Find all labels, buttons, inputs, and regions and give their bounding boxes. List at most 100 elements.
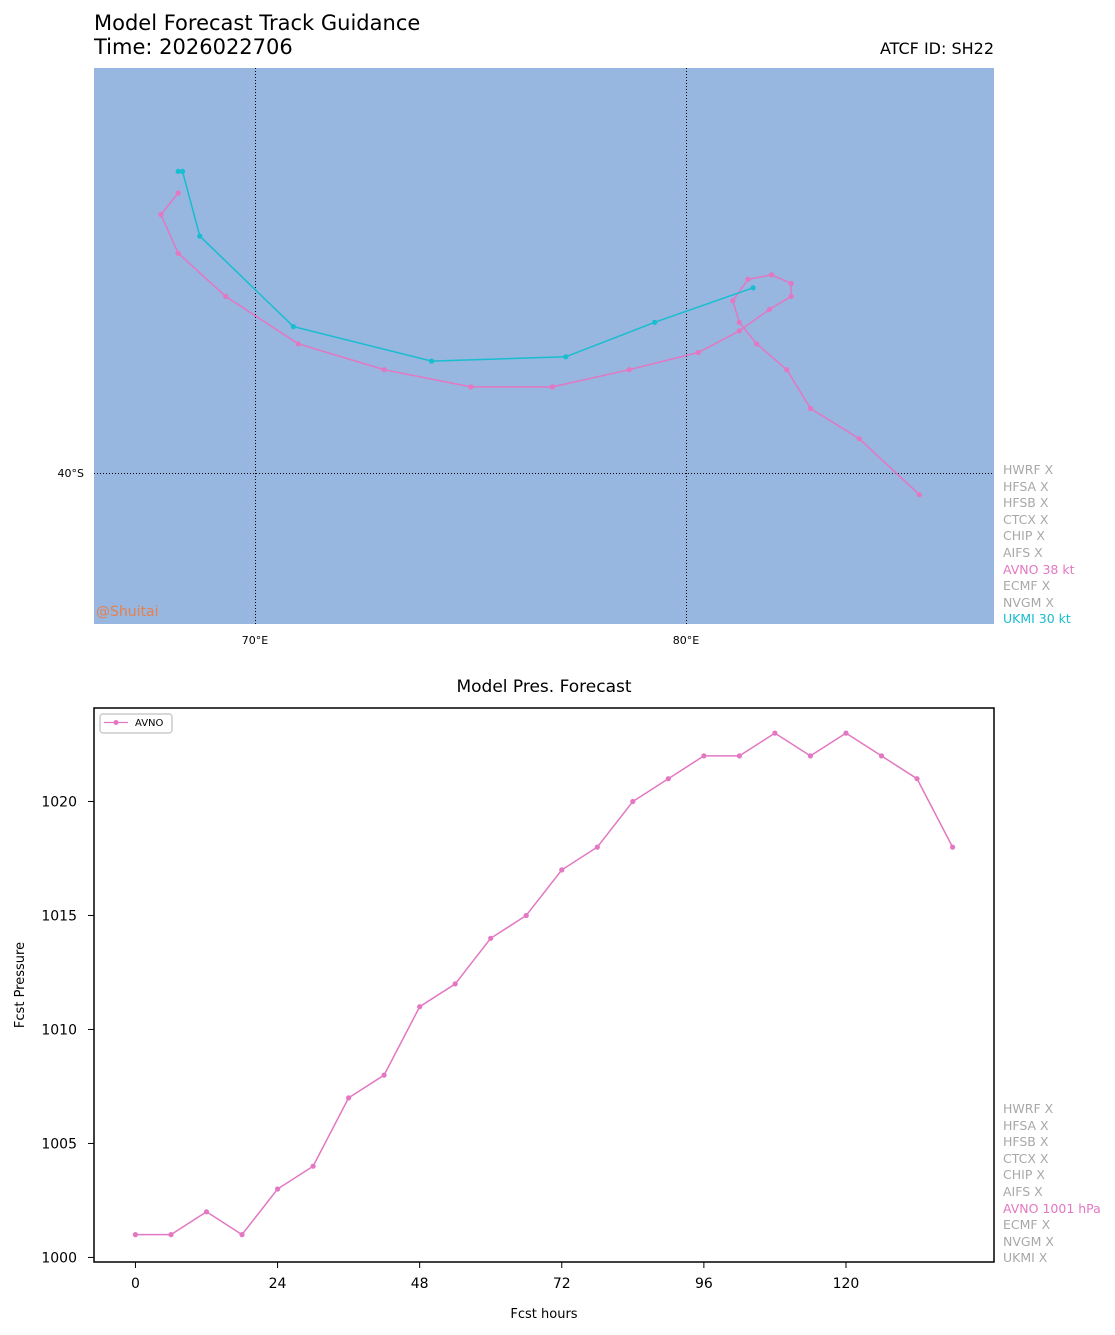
pressure-model-avno: AVNO 1001 hPa: [1003, 1200, 1101, 1216]
track-model-avno: AVNO 38 kt: [1003, 561, 1075, 577]
plot-area: [93, 707, 995, 1263]
pressure-chart-title: Model Pres. Forecast: [456, 677, 632, 697]
avno-pressure-point: [559, 867, 565, 873]
avno-track-point: [916, 492, 922, 498]
avno-track-point: [695, 349, 701, 356]
lon-label-80e: 80°E: [673, 634, 699, 647]
pressure-chart: 0 24 48 72 96 120 1000 1005 1010 1015 1020 AVNO Fc…: [13, 707, 995, 1322]
avno-track-point: [788, 293, 794, 299]
x-tick-label: 0: [131, 1276, 140, 1292]
avno-pressure-point: [665, 776, 671, 782]
ocean-background: [94, 68, 994, 624]
atcf-id: ATCF ID: SH22: [879, 39, 994, 58]
y-tick-label: 1020: [41, 794, 77, 810]
avno-track-point: [626, 367, 632, 373]
pressure-model-hwrf: HWRF X: [1003, 1101, 1054, 1116]
ukmi-track-point: [179, 168, 186, 174]
y-tick-label: 1000: [41, 1250, 77, 1266]
map-time: Time: 2026022706: [94, 35, 293, 59]
track-model-hwrf: HWRF X: [1003, 462, 1054, 477]
lon-label-70e: 70°E: [242, 634, 268, 647]
avno-track-point: [807, 405, 814, 412]
avno-pressure-point: [701, 753, 707, 759]
track-model-hfsb: HFSB X: [1003, 495, 1049, 511]
avno-pressure-line: [135, 732, 954, 1236]
avno-track-point: [295, 341, 301, 347]
track-model-aifs: AIFS X: [1003, 544, 1043, 560]
track-model-hfsa: HFSA X: [1003, 478, 1049, 494]
pressure-model-aifs: AIFS X: [1003, 1183, 1043, 1199]
avno-track-point: [730, 298, 736, 304]
avno-pressure-point: [843, 730, 849, 736]
ukmi-track-point: [429, 358, 435, 364]
pressure-legend: AVNO: [99, 713, 173, 734]
pressure-model-ctcx: CTCX X: [1003, 1150, 1049, 1166]
avno-track-point: [769, 272, 775, 278]
ukmi-track-line: [178, 170, 754, 362]
avno-track-point: [736, 328, 742, 334]
y-tick-label: 1015: [41, 908, 77, 924]
pressure-model-list: HWRF X HFSA X HFSB X CTCX X CHIP X AIFS X AVNO…: [1003, 1101, 1101, 1267]
legend-box: [99, 713, 173, 734]
avno-pressure-point: [950, 844, 956, 850]
avno-pressure-point: [381, 1072, 387, 1078]
watermark: @Shuitai: [96, 604, 158, 620]
x-axis-label: Fcst hours: [510, 1307, 577, 1322]
avno-pressure-point: [275, 1186, 281, 1192]
x-tick-label: 48: [411, 1276, 429, 1292]
avno-pressure-point: [168, 1232, 174, 1238]
ukmi-track-point: [197, 233, 203, 239]
avno-pressure-point: [914, 776, 920, 782]
avno-track-point: [856, 436, 862, 442]
avno-pressure-point: [417, 1004, 423, 1010]
legend-marker: [113, 720, 119, 725]
ukmi-track-point: [563, 354, 569, 360]
track-model-chip: CHIP X: [1003, 528, 1045, 544]
avno-pressure-point: [594, 844, 600, 850]
avno-pressure-point: [807, 753, 814, 759]
avno-pressure-point: [772, 730, 778, 736]
avno-pressure-point: [452, 981, 458, 987]
avno-pressure-point: [630, 798, 636, 805]
track-model-nvgm: NVGM X: [1003, 594, 1054, 610]
avno-track-point: [766, 306, 773, 312]
pressure-model-hfsa: HFSA X: [1003, 1117, 1049, 1133]
pressure-model-nvgm: NVGM X: [1003, 1233, 1054, 1249]
pressure-model-ecmf: ECMF X: [1003, 1217, 1051, 1233]
avno-track-point: [788, 280, 794, 287]
avno-track-point: [158, 211, 164, 218]
track-model-ukmi: UKMI 30 kt: [1003, 611, 1071, 627]
x-tick-label: 96: [695, 1276, 713, 1292]
avno-pressure-point: [310, 1163, 316, 1169]
avno-pressure-point: [346, 1095, 352, 1101]
y-tick-label: 1010: [41, 1022, 77, 1038]
avno-track-point: [381, 367, 387, 373]
avno-track-point: [754, 341, 760, 347]
avno-track-point: [784, 367, 790, 373]
x-tick-label: 120: [833, 1276, 860, 1292]
track-model-list: HWRF X HFSA X HFSB X CTCX X CHIP X AIFS X AVNO…: [1003, 462, 1074, 628]
avno-track-point: [736, 319, 742, 325]
map-title: Model Forecast Track Guidance: [94, 11, 421, 35]
ukmi-track-point: [652, 319, 658, 325]
avno-pressure-point: [488, 935, 494, 941]
avno-track-point: [175, 190, 181, 196]
x-tick-label: 24: [269, 1276, 287, 1292]
avno-track-point: [223, 293, 229, 299]
pressure-model-ukmi: UKMI X: [1003, 1250, 1048, 1266]
avno-pressure-point: [736, 753, 743, 759]
track-model-ctcx: CTCX X: [1003, 511, 1049, 527]
track-map: 40°S 70°E 80°E @Shuitai: [58, 68, 994, 647]
avno-pressure-point: [132, 1232, 138, 1238]
avno-pressure-point: [203, 1209, 210, 1215]
ukmi-track-point: [750, 285, 756, 291]
avno-pressure-point: [523, 912, 529, 919]
ukmi-track-point: [175, 168, 181, 174]
y-axis-label: Fcst Pressure: [13, 942, 28, 1028]
avno-track-point: [745, 276, 751, 282]
avno-track-point: [468, 384, 474, 390]
x-tick-label: 72: [553, 1276, 571, 1292]
avno-pressure-point: [878, 753, 885, 759]
pressure-model-chip: CHIP X: [1003, 1167, 1045, 1183]
legend-label: AVNO: [135, 718, 164, 729]
